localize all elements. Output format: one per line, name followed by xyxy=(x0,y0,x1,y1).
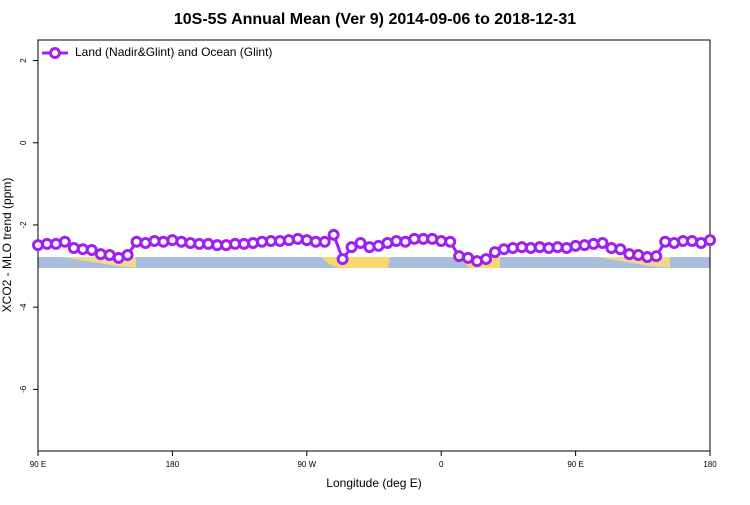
data-point xyxy=(596,237,609,250)
x-tick-label: 90 E xyxy=(30,460,46,469)
x-tick-label: 90 E xyxy=(567,460,583,469)
data-point xyxy=(318,235,331,248)
data-point xyxy=(704,234,716,247)
x-tick-label: 180 xyxy=(166,460,180,469)
data-point xyxy=(121,248,134,261)
data-point xyxy=(300,234,313,247)
data-point xyxy=(614,243,627,256)
data-point xyxy=(444,235,457,248)
legend-marker xyxy=(49,47,61,59)
data-point xyxy=(480,253,492,266)
y-tick-label: 2 xyxy=(19,58,28,63)
data-point xyxy=(345,241,358,254)
y-tick-label: -4 xyxy=(19,303,28,311)
x-tick-label: 0 xyxy=(439,460,444,469)
data-point xyxy=(453,250,466,263)
data-point xyxy=(354,237,367,250)
data-point xyxy=(327,228,340,241)
map-band xyxy=(38,257,710,268)
chart-title: 10S-5S Annual Mean (Ver 9) 2014-09-06 to… xyxy=(174,11,576,28)
legend: Land (Nadir&Glint) and Ocean (Glint) xyxy=(42,45,272,59)
data-point xyxy=(58,235,71,248)
y-tick-label: -2 xyxy=(19,221,28,229)
y-axis-label: XCO2 - MLO trend (ppm) xyxy=(0,178,14,313)
x-tick-label: 180 xyxy=(703,460,717,469)
legend-label: Land (Nadir&Glint) and Ocean (Glint) xyxy=(75,45,272,59)
data-point xyxy=(166,234,179,247)
data-point xyxy=(650,250,663,263)
y-tick-label: -6 xyxy=(19,385,28,393)
data-point xyxy=(157,235,170,248)
y-tick-label: 0 xyxy=(19,140,28,145)
x-tick-label: 90 W xyxy=(297,460,316,469)
data-point xyxy=(336,253,349,266)
x-axis-label: Longitude (deg E) xyxy=(326,476,421,490)
data-point xyxy=(85,244,98,257)
